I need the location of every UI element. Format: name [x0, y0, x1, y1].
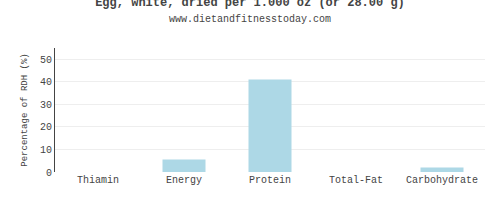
- svg-text:Thiamin: Thiamin: [77, 175, 119, 186]
- svg-text:0: 0: [46, 168, 52, 179]
- svg-text:Percentage of RDH (%): Percentage of RDH (%): [20, 53, 30, 166]
- svg-text:30: 30: [40, 100, 52, 111]
- svg-text:Energy: Energy: [166, 175, 202, 186]
- svg-text:20: 20: [40, 122, 52, 133]
- svg-text:10: 10: [40, 145, 52, 156]
- svg-text:Protein: Protein: [249, 175, 291, 186]
- svg-text:Total-Fat: Total-Fat: [329, 175, 383, 186]
- svg-text:40: 40: [40, 77, 52, 88]
- svg-text:50: 50: [40, 55, 52, 66]
- svg-text:Egg, white, dried per 1.000 oz: Egg, white, dried per 1.000 oz (or 28.00…: [95, 0, 405, 25]
- svg-text:Carbohydrate: Carbohydrate: [406, 175, 478, 186]
